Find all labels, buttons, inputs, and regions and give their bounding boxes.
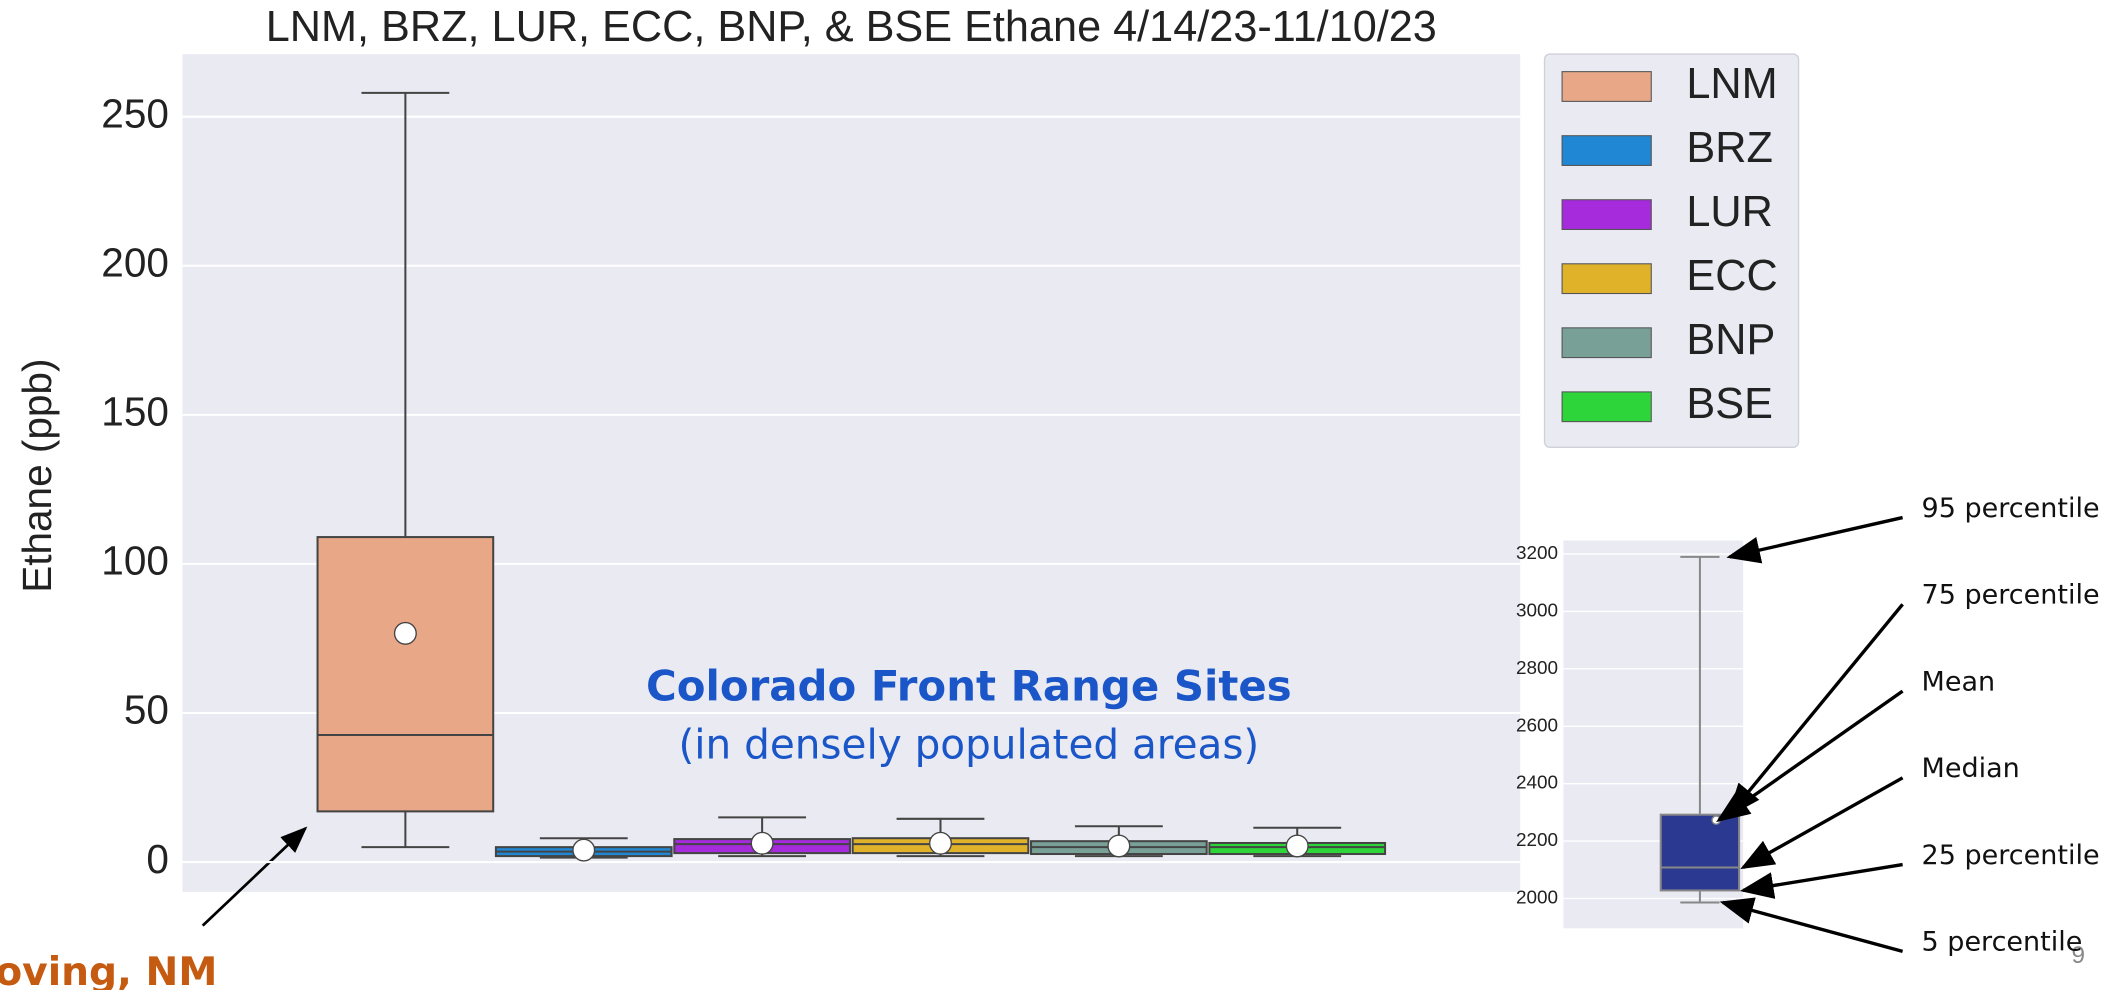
mean-marker — [1107, 834, 1131, 858]
arrow — [1716, 689, 1904, 823]
arrow — [201, 826, 308, 927]
chart-title: LNM, BRZ, LUR, ECC, BNP, & BSE Ethane 4/… — [266, 3, 1437, 51]
y-tick-label: 2400 — [1516, 773, 1558, 794]
legend-swatch — [1561, 199, 1652, 231]
key-label: 75 percentile — [1922, 580, 2100, 611]
legend-label: BNP — [1686, 316, 1775, 364]
y-tick-label: 0 — [146, 836, 169, 882]
site-label: Loving, NM — [0, 950, 217, 990]
y-tick-label: 2800 — [1516, 658, 1558, 679]
y-axis-label: Ethane (ppb) — [14, 359, 60, 593]
legend-label: LUR — [1686, 188, 1773, 236]
y-tick-label: 50 — [124, 687, 169, 733]
legend-label: BSE — [1686, 380, 1773, 428]
key-label: Mean — [1922, 666, 1996, 697]
legend-label: BRZ — [1686, 124, 1772, 172]
box — [1659, 813, 1741, 892]
legend-label: LNM — [1686, 60, 1777, 108]
arrow — [1739, 862, 1903, 899]
y-tick-label: 200 — [101, 239, 169, 285]
mean-marker — [929, 831, 952, 855]
y-tick-label: 3200 — [1516, 543, 1558, 564]
legend-label: ECC — [1686, 252, 1777, 300]
annotation-subtitle: (in densely populated areas) — [678, 720, 1259, 768]
mean-marker — [572, 838, 596, 862]
legend-swatch — [1561, 135, 1652, 166]
y-tick-label: 150 — [101, 389, 169, 435]
annotation-title: Colorado Front Range Sites — [646, 662, 1292, 711]
key-label: 95 percentile — [1922, 493, 2100, 524]
box — [316, 536, 495, 813]
y-tick-label: 2200 — [1516, 830, 1558, 851]
arrow — [1719, 897, 1904, 953]
page-number: 9 — [2072, 942, 2086, 969]
y-tick-label: 2000 — [1516, 888, 1558, 909]
key-label: 25 percentile — [1922, 840, 2100, 871]
legend-swatch — [1561, 71, 1652, 102]
arrow — [1740, 776, 1904, 870]
legend-swatch — [1561, 263, 1652, 295]
key-label: 5 percentile — [1922, 927, 2083, 958]
mean-marker — [1285, 834, 1309, 858]
legend-swatch — [1561, 327, 1652, 359]
key-label: Median — [1922, 753, 2020, 784]
y-tick-label: 3000 — [1516, 600, 1558, 621]
arrow — [1726, 515, 1903, 564]
y-tick-label: 2600 — [1516, 715, 1558, 736]
legend-swatch — [1561, 391, 1652, 423]
mean-marker — [393, 621, 417, 645]
y-tick-label: 250 — [101, 90, 169, 136]
arrow — [1727, 603, 1904, 818]
y-tick-label: 100 — [101, 538, 169, 584]
mean-marker — [750, 831, 774, 855]
